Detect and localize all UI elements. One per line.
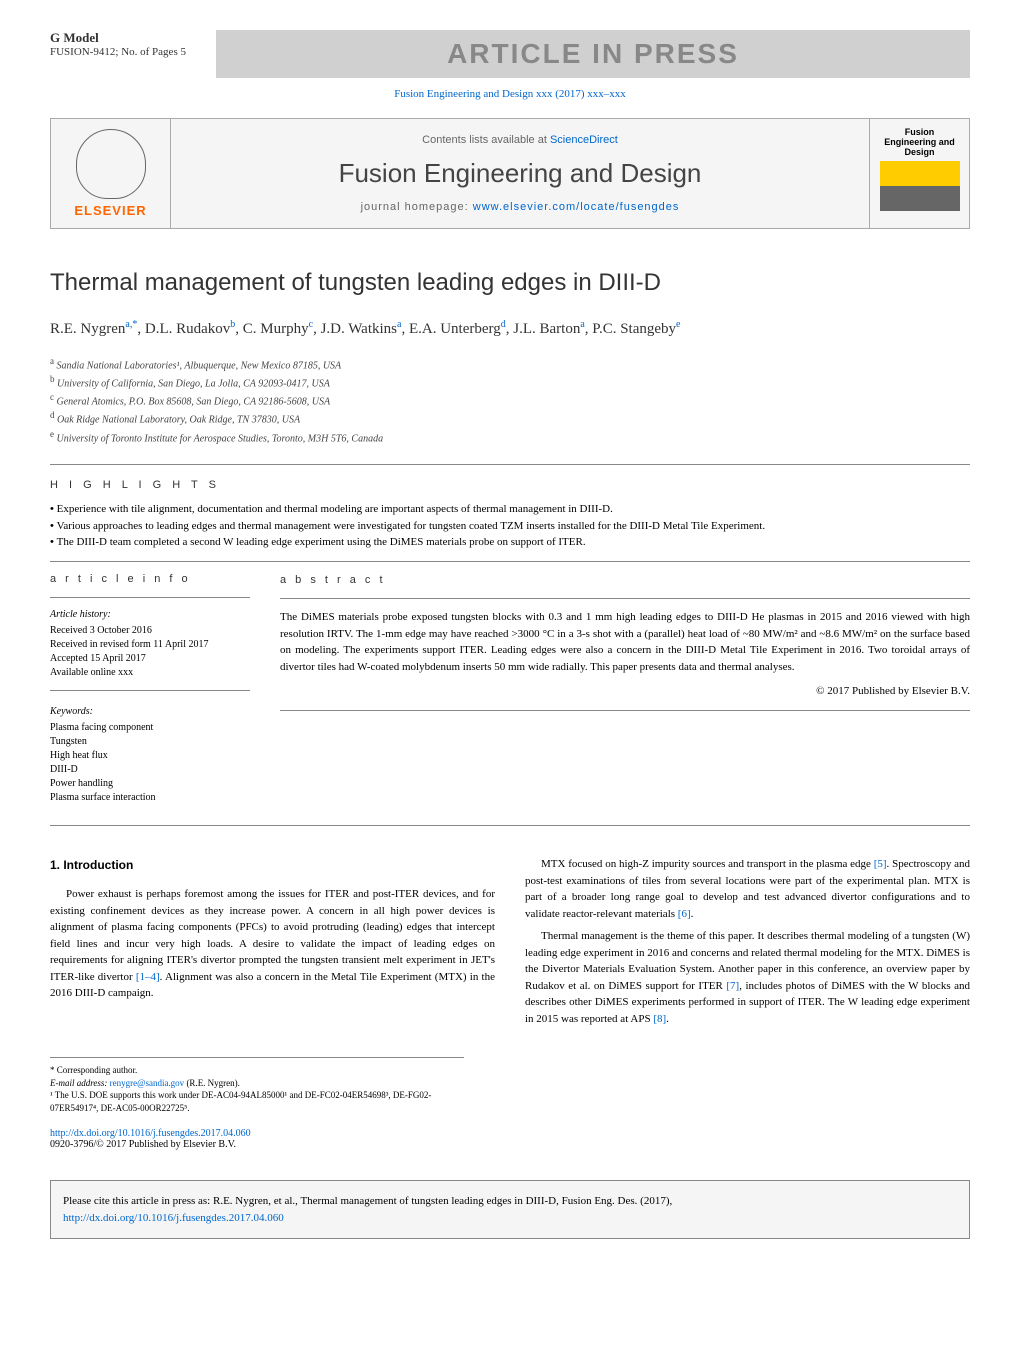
keyword: Plasma surface interaction [50,791,250,805]
g-model-label: G Model [50,30,186,46]
elsevier-tree-icon [76,129,146,199]
homepage-label: journal homepage: [361,201,473,213]
affiliations-block: a Sandia National Laboratories¹, Albuque… [50,355,970,447]
corresponding-author: * Corresponding author. [50,1064,464,1077]
keywords-block: Keywords: Plasma facing component Tungst… [50,705,250,805]
article-info-label: a r t i c l e i n f o [50,572,250,587]
citation-link[interactable]: [1–4] [136,971,160,983]
affiliation: d Oak Ridge National Laboratory, Oak Rid… [50,409,970,427]
citation-link[interactable]: [7] [726,980,739,992]
divider [50,690,250,691]
doi-block: http://dx.doi.org/10.1016/j.fusengdes.20… [50,1128,970,1150]
journal-title: Fusion Engineering and Design [186,158,854,189]
affil-sup: b [230,319,235,330]
affiliation: e University of Toronto Institute for Ae… [50,428,970,446]
highlights-block: Experience with tile alignment, document… [50,501,970,551]
journal-center: Contents lists available at ScienceDirec… [171,119,869,228]
email-line: E-mail address: renygre@sandia.gov (R.E.… [50,1077,464,1090]
divider [280,710,970,711]
keyword: Tungsten [50,735,250,749]
keyword: High heat flux [50,749,250,763]
affiliation: a Sandia National Laboratories¹, Albuque… [50,355,970,373]
issn-copyright: 0920-3796/© 2017 Published by Elsevier B… [50,1139,970,1150]
divider [50,825,970,826]
affil-sup: a [580,319,584,330]
journal-reference-link[interactable]: Fusion Engineering and Design xxx (2017)… [50,88,970,100]
cover-title: Fusion Engineering and Design [878,127,961,157]
history-online: Available online xxx [50,666,250,680]
article-in-press-banner: ARTICLE IN PRESS [216,30,970,78]
highlight-item: The DIII-D team completed a second W lea… [50,534,970,551]
highlight-item: Experience with tile alignment, document… [50,501,970,518]
affiliation: b University of California, San Diego, L… [50,373,970,391]
email-label: E-mail address: [50,1078,110,1088]
affil-sup: a [397,319,401,330]
history-accepted: Accepted 15 April 2017 [50,652,250,666]
doi-link[interactable]: http://dx.doi.org/10.1016/j.fusengdes.20… [50,1128,251,1139]
keyword: Power handling [50,777,250,791]
highlights-label: H I G H L I G H T S [50,479,970,491]
affil-sup: e [676,319,680,330]
article-title: Thermal management of tungsten leading e… [50,269,970,297]
elsevier-text: ELSEVIER [74,203,146,218]
doe-support-note: ¹ The U.S. DOE supports this work under … [50,1089,464,1114]
divider [50,561,970,562]
cover-image [880,161,960,211]
footnotes-block: * Corresponding author. E-mail address: … [50,1057,464,1114]
header-bar: G Model FUSION-9412; No. of Pages 5 ARTI… [50,30,970,78]
highlight-item: Various approaches to leading edges and … [50,518,970,535]
fusion-id: FUSION-9412; No. of Pages 5 [50,46,186,58]
journal-homepage-line: journal homepage: www.elsevier.com/locat… [186,201,854,213]
citation-box: Please cite this article in press as: R.… [50,1180,970,1239]
authors-line: R.E. Nygrena,*, D.L. Rudakovb, C. Murphy… [50,317,970,341]
citation-link[interactable]: [5] [874,858,887,870]
sciencedirect-link[interactable]: ScienceDirect [550,134,618,146]
divider [280,598,970,599]
abstract-copyright: © 2017 Published by Elsevier B.V. [280,683,970,700]
citation-link[interactable]: [6] [678,908,691,920]
citation-link[interactable]: [8] [653,1013,666,1025]
article-info-col: a r t i c l e i n f o Article history: R… [50,572,250,805]
affil-sup: a,* [125,319,137,330]
history-received: Received 3 October 2016 [50,624,250,638]
email-author-name: (R.E. Nygren). [184,1078,240,1088]
affiliation: c General Atomics, P.O. Box 85608, San D… [50,391,970,409]
contents-lists-line: Contents lists available at ScienceDirec… [186,134,854,146]
abstract-text: The DiMES materials probe exposed tungst… [280,609,970,675]
affil-sup: c [309,319,313,330]
intro-para-2: MTX focused on high-Z impurity sources a… [525,856,970,922]
citation-text: Please cite this article in press as: R.… [63,1195,672,1207]
journal-cover-thumb: Fusion Engineering and Design [869,119,969,228]
keyword: Plasma facing component [50,721,250,735]
abstract-col: a b s t r a c t The DiMES materials prob… [280,572,970,805]
affil-sup: d [501,319,506,330]
keyword: DIII-D [50,763,250,777]
divider [50,597,250,598]
citation-doi-link[interactable]: http://dx.doi.org/10.1016/j.fusengdes.20… [63,1212,284,1224]
homepage-url[interactable]: www.elsevier.com/locate/fusengdes [473,201,680,213]
history-revised: Received in revised form 11 April 2017 [50,638,250,652]
intro-para-1: Power exhaust is perhaps foremost among … [50,886,495,1002]
intro-heading: 1. Introduction [50,856,495,874]
elsevier-logo-block: ELSEVIER [51,119,171,228]
author-email-link[interactable]: renygre@sandia.gov [110,1078,185,1088]
gmodel-block: G Model FUSION-9412; No. of Pages 5 [50,30,186,58]
body-columns: 1. Introduction Power exhaust is perhaps… [50,856,970,1027]
introduction-section: 1. Introduction Power exhaust is perhaps… [50,856,970,1027]
intro-para-3: Thermal management is the theme of this … [525,928,970,1027]
contents-lists-label: Contents lists available at [422,134,550,146]
info-abstract-row: a r t i c l e i n f o Article history: R… [50,572,970,805]
keywords-label: Keywords: [50,705,250,719]
abstract-label: a b s t r a c t [280,572,970,589]
article-history-label: Article history: [50,608,250,622]
divider [50,464,970,465]
journal-header-box: ELSEVIER Contents lists available at Sci… [50,118,970,229]
